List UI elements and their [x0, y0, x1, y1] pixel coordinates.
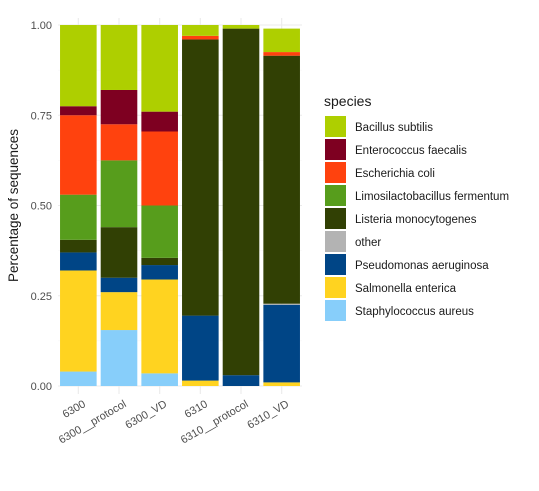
bar-segment-salmonella-enterica-6300-vd: [141, 279, 178, 374]
bar-segment-enterococcus-faecalis-6300-protocol: [100, 89, 138, 125]
y-tick-label: 0.50: [31, 201, 52, 213]
bar-segment-escherichia-coli-6300: [60, 115, 97, 195]
bar-segment-staphylococcus-aureus-6300-vd: [141, 373, 178, 386]
legend-label-salmonella-enterica: Salmonella enterica: [355, 283, 457, 295]
bar-segment-salmonella-enterica-6300-protocol: [100, 292, 138, 331]
legend-label-staphylococcus-aureus: Staphylococcus aureus: [355, 306, 474, 318]
bar-segment-listeria-monocytogenes-6300: [60, 239, 97, 253]
legend-label-other: other: [355, 237, 381, 249]
y-tick-label: 0.00: [31, 381, 52, 393]
bar-segment-escherichia-coli-6300-protocol: [100, 124, 138, 161]
bar-segment-bacillus-subtilis-6300-protocol: [100, 25, 138, 90]
x-tick-label: 6310: [183, 398, 210, 421]
y-tick-labels: 0.00 0.25 0.50 0.75 1.00: [31, 20, 52, 393]
y-tick-label: 0.25: [31, 291, 52, 303]
bar-segment-enterococcus-faecalis-6300: [60, 106, 97, 116]
x-tick-label: 6300_VD: [123, 398, 169, 431]
bar-segment-bacillus-subtilis-6310: [182, 25, 219, 36]
legend-swatch-limosilactobacillus-fermentum: [325, 185, 346, 206]
legend-swatch-staphylococcus-aureus: [325, 300, 346, 321]
bar-segment-limosilactobacillus-fermentum-6300: [60, 194, 97, 240]
legend-label-enterococcus-faecalis: Enterococcus faecalis: [355, 145, 467, 157]
legend-swatch-listeria-monocytogenes: [325, 208, 346, 229]
bar-segment-pseudomonas-aeruginosa-6310-vd: [263, 304, 300, 383]
bar-segment-bacillus-subtilis-6310-vd: [263, 28, 300, 53]
x-tick-label: 6300: [61, 398, 88, 421]
x-tick-label: 6310_VD: [245, 398, 291, 431]
bar-segment-salmonella-enterica-6300: [60, 270, 97, 372]
bar-segment-limosilactobacillus-fermentum-6300-protocol: [100, 160, 138, 228]
bar-segment-escherichia-coli-6300-vd: [141, 131, 178, 206]
bar-segment-listeria-monocytogenes-6310-protocol: [222, 28, 260, 376]
y-axis-title: Percentage of sequences: [6, 129, 21, 282]
bar-segment-listeria-monocytogenes-6310-vd: [263, 55, 300, 304]
bar-segment-bacillus-subtilis-6300: [60, 25, 97, 107]
bar-segment-salmonella-enterica-6310: [182, 380, 219, 386]
bar-segment-other-6310-vd: [263, 303, 300, 305]
legend-swatch-other: [325, 231, 346, 252]
bar-segment-pseudomonas-aeruginosa-6300: [60, 252, 97, 271]
legend-title: species: [324, 93, 371, 109]
y-tick-label: 1.00: [31, 20, 52, 32]
legend-swatch-escherichia-coli: [325, 162, 346, 183]
bar-segment-escherichia-coli-6310: [182, 35, 219, 40]
bar-segment-pseudomonas-aeruginosa-6300-vd: [141, 265, 178, 280]
legend-swatch-enterococcus-faecalis: [325, 139, 346, 160]
bar-segment-salmonella-enterica-6310-vd: [263, 382, 300, 386]
legend-swatch-salmonella-enterica: [325, 277, 346, 298]
bar-segment-pseudomonas-aeruginosa-6300-protocol: [100, 277, 138, 293]
bar-segment-pseudomonas-aeruginosa-6310: [182, 315, 219, 381]
legend-label-escherichia-coli: Escherichia coli: [355, 168, 435, 180]
bar-segment-listeria-monocytogenes-6300-vd: [141, 257, 178, 266]
legend-label-pseudomonas-aeruginosa: Pseudomonas aeruginosa: [355, 260, 489, 272]
bar-segment-bacillus-subtilis-6300-vd: [141, 25, 178, 112]
legend-items: Bacillus subtilis Enterococcus faecalis Es…: [325, 116, 509, 321]
bar-segment-listeria-monocytogenes-6300-protocol: [100, 227, 138, 278]
y-tick-label: 0.75: [31, 110, 52, 122]
legend-label-limosilactobacillus-fermentum: Limosilactobacillus fermentum: [355, 191, 509, 203]
bar-segment-pseudomonas-aeruginosa-6310-protocol: [222, 375, 260, 386]
legend: species Bacillus subtilis Enterococcus fa…: [324, 93, 509, 321]
bars: [60, 25, 300, 386]
legend-label-bacillus-subtilis: Bacillus subtilis: [355, 122, 433, 134]
bar-segment-listeria-monocytogenes-6310: [182, 39, 219, 316]
bar-segment-staphylococcus-aureus-6300-protocol: [100, 330, 138, 386]
legend-swatch-bacillus-subtilis: [325, 116, 346, 137]
bar-segment-limosilactobacillus-fermentum-6300-vd: [141, 205, 178, 258]
legend-swatch-pseudomonas-aeruginosa: [325, 254, 346, 275]
bar-segment-escherichia-coli-6310-vd: [263, 52, 300, 56]
bar-segment-staphylococcus-aureus-6300: [60, 371, 97, 386]
legend-label-listeria-monocytogenes: Listeria monocytogenes: [355, 214, 477, 226]
bar-segment-bacillus-subtilis-6310-protocol: [222, 25, 260, 29]
bar-segment-enterococcus-faecalis-6300-vd: [141, 111, 178, 132]
